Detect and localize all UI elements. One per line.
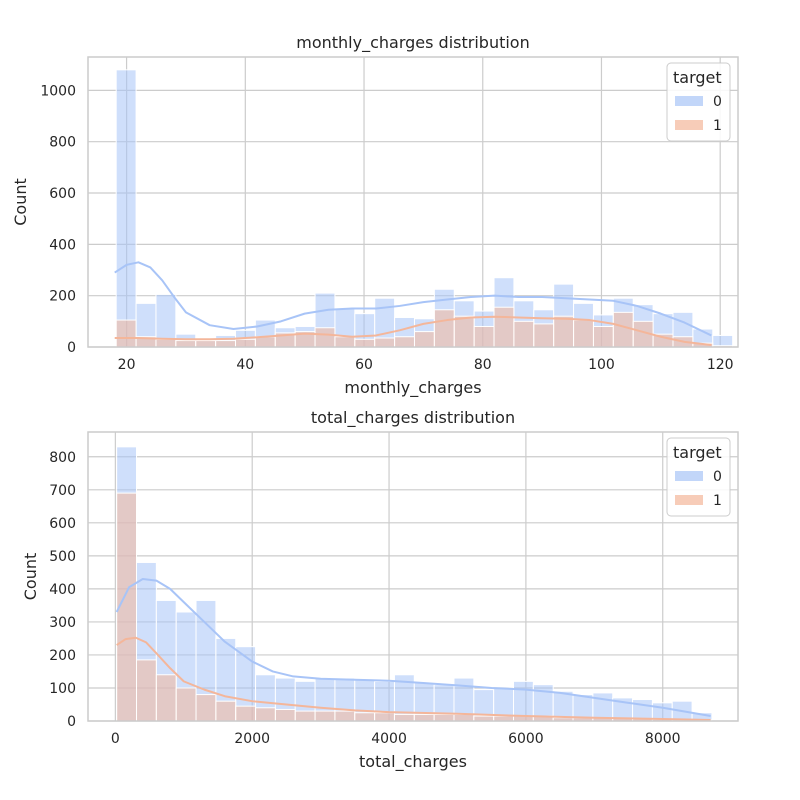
- y-tick-label: 800: [49, 450, 76, 466]
- bar-target-1: [155, 338, 177, 348]
- y-axis-label: Count: [11, 178, 30, 226]
- y-tick-label: 400: [49, 237, 76, 253]
- bar-target-1: [413, 713, 435, 722]
- x-axis-label: monthly_charges: [344, 378, 481, 398]
- chart-title: monthly_charges distribution: [296, 33, 529, 53]
- y-tick-label: 600: [49, 186, 76, 202]
- legend-swatch-0: [675, 471, 703, 481]
- plot-frame: [87, 56, 739, 348]
- bar-target-1: [612, 311, 634, 348]
- y-tick-label: 700: [49, 483, 76, 499]
- bar-target-1: [433, 309, 455, 348]
- x-tick-label: 6000: [508, 731, 544, 747]
- bar-target-1: [136, 659, 157, 722]
- plot-frame: [87, 431, 739, 722]
- bar-target-1: [354, 712, 376, 722]
- bar-target-1: [374, 712, 395, 722]
- x-tick-label: 40: [236, 357, 254, 373]
- y-axis-label: Count: [21, 553, 40, 601]
- legend: target 0 1: [666, 62, 731, 142]
- bar-target-1: [294, 710, 316, 722]
- bar-target-1: [533, 323, 555, 348]
- bar-target-1: [254, 336, 276, 348]
- x-tick-label: 20: [118, 357, 136, 373]
- x-tick-label: 0: [111, 731, 120, 747]
- bar-target-1: [413, 331, 435, 348]
- legend-swatch-0: [675, 96, 703, 106]
- legend-label-0: 0: [713, 469, 722, 485]
- bar-target-1: [255, 707, 276, 722]
- x-axis-label: total_charges: [359, 752, 467, 772]
- bar-target-1: [314, 710, 336, 722]
- legend-title: target: [673, 68, 722, 87]
- bar-target-1: [175, 687, 197, 722]
- y-tick-label: 200: [49, 648, 76, 664]
- bar-target-1: [215, 700, 237, 722]
- bar-target-1: [453, 713, 475, 722]
- bar-target-1: [334, 710, 356, 722]
- bar-target-1: [235, 338, 256, 348]
- y-tick-label: 400: [49, 582, 76, 598]
- y-tick-label: 1000: [40, 83, 76, 99]
- bar-target-1: [195, 694, 217, 722]
- chart-title: total_charges distribution: [311, 408, 515, 428]
- bar-target-1: [235, 705, 257, 722]
- bar-target-1: [354, 338, 376, 348]
- x-tick-label: 60: [355, 357, 373, 373]
- bar-target-1: [334, 336, 356, 348]
- x-tick-label: 4000: [371, 731, 407, 747]
- bar-target-1: [592, 325, 614, 348]
- y-tick-label: 600: [49, 516, 76, 532]
- x-tick-label: 80: [474, 357, 492, 373]
- bar-target-1: [473, 325, 495, 348]
- bar-target-0: [115, 69, 137, 348]
- x-tick-label: 2000: [234, 731, 270, 747]
- bar-target-1: [393, 713, 415, 722]
- bar-target-1: [553, 315, 575, 348]
- bar-target-1: [155, 674, 177, 722]
- x-tick-label: 8000: [645, 731, 681, 747]
- x-tick-label: 100: [588, 357, 615, 373]
- x-tick-label: 120: [707, 357, 734, 373]
- legend: target 0 1: [666, 437, 731, 517]
- bar-target-1: [453, 315, 475, 348]
- y-tick-label: 500: [49, 549, 76, 565]
- bar-target-1: [195, 340, 217, 348]
- kde-line-target-0: [114, 261, 712, 337]
- kde-line-target-1: [116, 636, 711, 722]
- bar-target-1: [314, 327, 336, 348]
- bar-target-1: [513, 320, 535, 348]
- bar-target-1: [175, 340, 197, 348]
- monthly-charges-chart: 20 40 60 80 100 120 0 200 400 600 800 1000 monthly_c…: [11, 33, 739, 398]
- bar-target-1: [493, 306, 515, 348]
- bar-target-1: [274, 708, 296, 722]
- bar-target-1: [215, 340, 237, 348]
- y-tick-label: 0: [67, 714, 76, 730]
- legend-swatch-1: [675, 120, 703, 130]
- legend-label-1: 1: [713, 118, 722, 134]
- bar-target-1: [394, 336, 415, 348]
- legend-title: target: [673, 443, 722, 462]
- legend-swatch-1: [675, 495, 703, 505]
- y-tick-label: 800: [49, 135, 76, 151]
- bar-target-1: [433, 713, 455, 722]
- kde-line-target-1: [114, 315, 712, 346]
- y-tick-label: 0: [67, 340, 76, 356]
- kde-line-target-0: [115, 577, 711, 718]
- total-charges-chart: 0 2000 4000 6000 800001002003004005006007008…: [21, 408, 739, 772]
- legend-label-1: 1: [713, 493, 722, 509]
- y-tick-label: 300: [49, 615, 76, 631]
- legend-label-0: 0: [713, 94, 722, 110]
- bar-target-1: [115, 319, 137, 348]
- y-tick-label: 100: [49, 681, 76, 697]
- y-tick-label: 200: [49, 289, 76, 305]
- bar-target-1: [573, 319, 594, 348]
- bar-target-1: [374, 337, 396, 348]
